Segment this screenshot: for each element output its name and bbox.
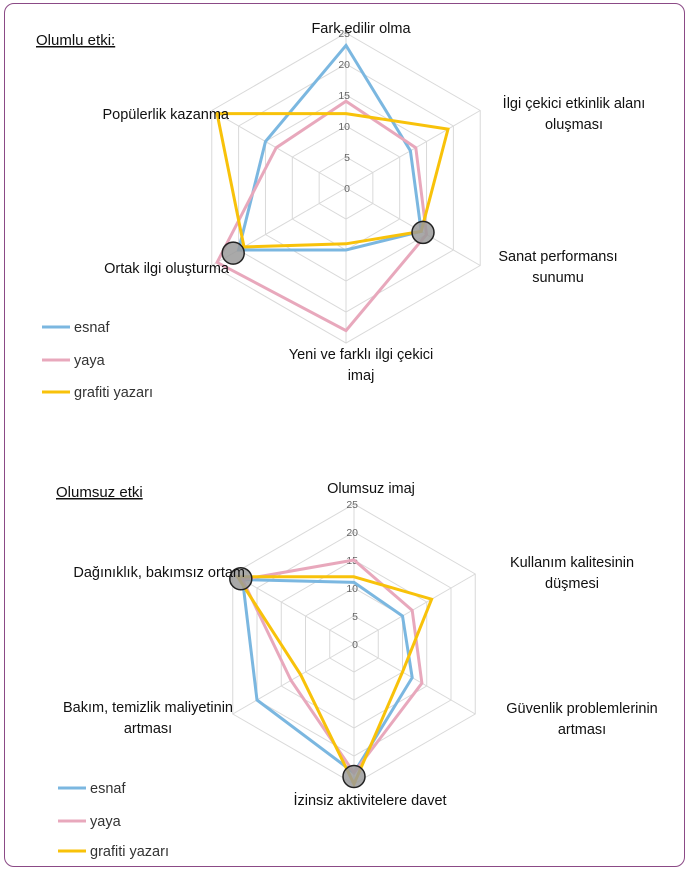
chart-2-series-esnaf — [240, 578, 414, 775]
chart-1-legend-yaya: yaya — [74, 353, 106, 369]
chart-1-axis-label-1-line1: İlgi çekici etkinlik alanı — [503, 94, 646, 112]
chart-2-spoke — [353, 573, 476, 645]
chart-1-tick-label: 5 — [344, 152, 350, 164]
chart-1-tick-label: 10 — [338, 121, 350, 133]
chart-2-tick-label: 25 — [346, 499, 358, 511]
chart-1-plot: 0 5 10 15 20 25 — [211, 28, 481, 344]
chart-2-axis-label-3: İzinsiz aktivitelere davet — [293, 791, 446, 809]
chart-1-axis-label-5: Popülerlik kazanma — [102, 107, 229, 123]
chart-2-title: Olumsuz etki — [56, 484, 143, 501]
chart-1-axis-label-2-line1: Sanat performansı — [498, 249, 617, 265]
chart-1-spoke — [345, 110, 481, 189]
chart-1-axis-label-1-line2: oluşması — [545, 117, 603, 133]
chart-1-tick-label: 15 — [338, 90, 350, 102]
chart-2-highlight-marker — [342, 764, 366, 789]
chart-1-legend-esnaf: esnaf — [74, 320, 110, 336]
chart-2-legend-grafiti: grafiti yazarı — [90, 844, 169, 860]
chart-1-tick-label: 20 — [338, 59, 350, 71]
chart-1-tick-label: 0 — [344, 183, 350, 195]
chart-1-tick-label: 25 — [338, 28, 350, 40]
chart-1-title: Olumlu etki: — [36, 32, 115, 49]
chart-2-axis-label-5: Dağınıklık, bakımsız ortam — [73, 565, 245, 581]
chart-2-axis-label-2-line1: Güvenlik problemlerinin — [506, 701, 658, 717]
chart-2-axis-label-1-line1: Kullanım kalitesinin — [510, 555, 634, 571]
chart-2-tick-label: 20 — [346, 527, 358, 539]
chart-1-axis-label-4: Ortak ilgi oluşturma — [104, 261, 230, 277]
chart-1-highlight-marker — [411, 220, 435, 245]
chart-1-series-yaya — [215, 99, 429, 333]
chart-2-highlight-marker — [229, 566, 253, 591]
figure-frame — [4, 3, 685, 867]
chart-2-axis-label-4-line2: artması — [124, 721, 172, 737]
chart-2-spoke — [353, 643, 476, 715]
chart-2-axis-label-4-line1: Bakım, temizlik maliyetinin — [63, 700, 233, 716]
chart-2-legend-esnaf: esnaf — [90, 781, 126, 797]
chart-2-axis-label-0: Olumsuz imaj — [327, 481, 415, 497]
chart-2-tick-label: 0 — [352, 639, 358, 651]
chart-2-spoke — [232, 573, 355, 645]
chart-2-series-grafiti-yazarı — [234, 575, 434, 788]
chart-1-series-esnaf — [236, 42, 423, 252]
chart-1-axis-label-3-line1: Yeni ve farklı ilgi çekici — [289, 347, 434, 363]
chart-1-highlight-marker — [221, 241, 245, 265]
chart-2-tick-label: 10 — [346, 583, 358, 595]
chart-2-axis-label-1-line2: düşmesi — [545, 576, 599, 592]
chart-1-axis-label-2-line2: sunumu — [532, 270, 584, 286]
chart-1-series-grafiti-yazarı — [215, 112, 450, 249]
chart-2-spoke — [232, 643, 355, 715]
chart-2-axis-label-2-line2: artması — [558, 722, 606, 738]
chart-1-axis-label-0: Fark edilir olma — [311, 21, 411, 37]
chart-1-legend-grafiti: grafiti yazarı — [74, 385, 153, 401]
chart-2-legend-yaya: yaya — [90, 814, 122, 830]
chart-1-spoke — [211, 110, 347, 189]
chart-1-axis-label-3-line2: imaj — [348, 368, 375, 384]
chart-2-tick-label: 5 — [352, 611, 358, 623]
